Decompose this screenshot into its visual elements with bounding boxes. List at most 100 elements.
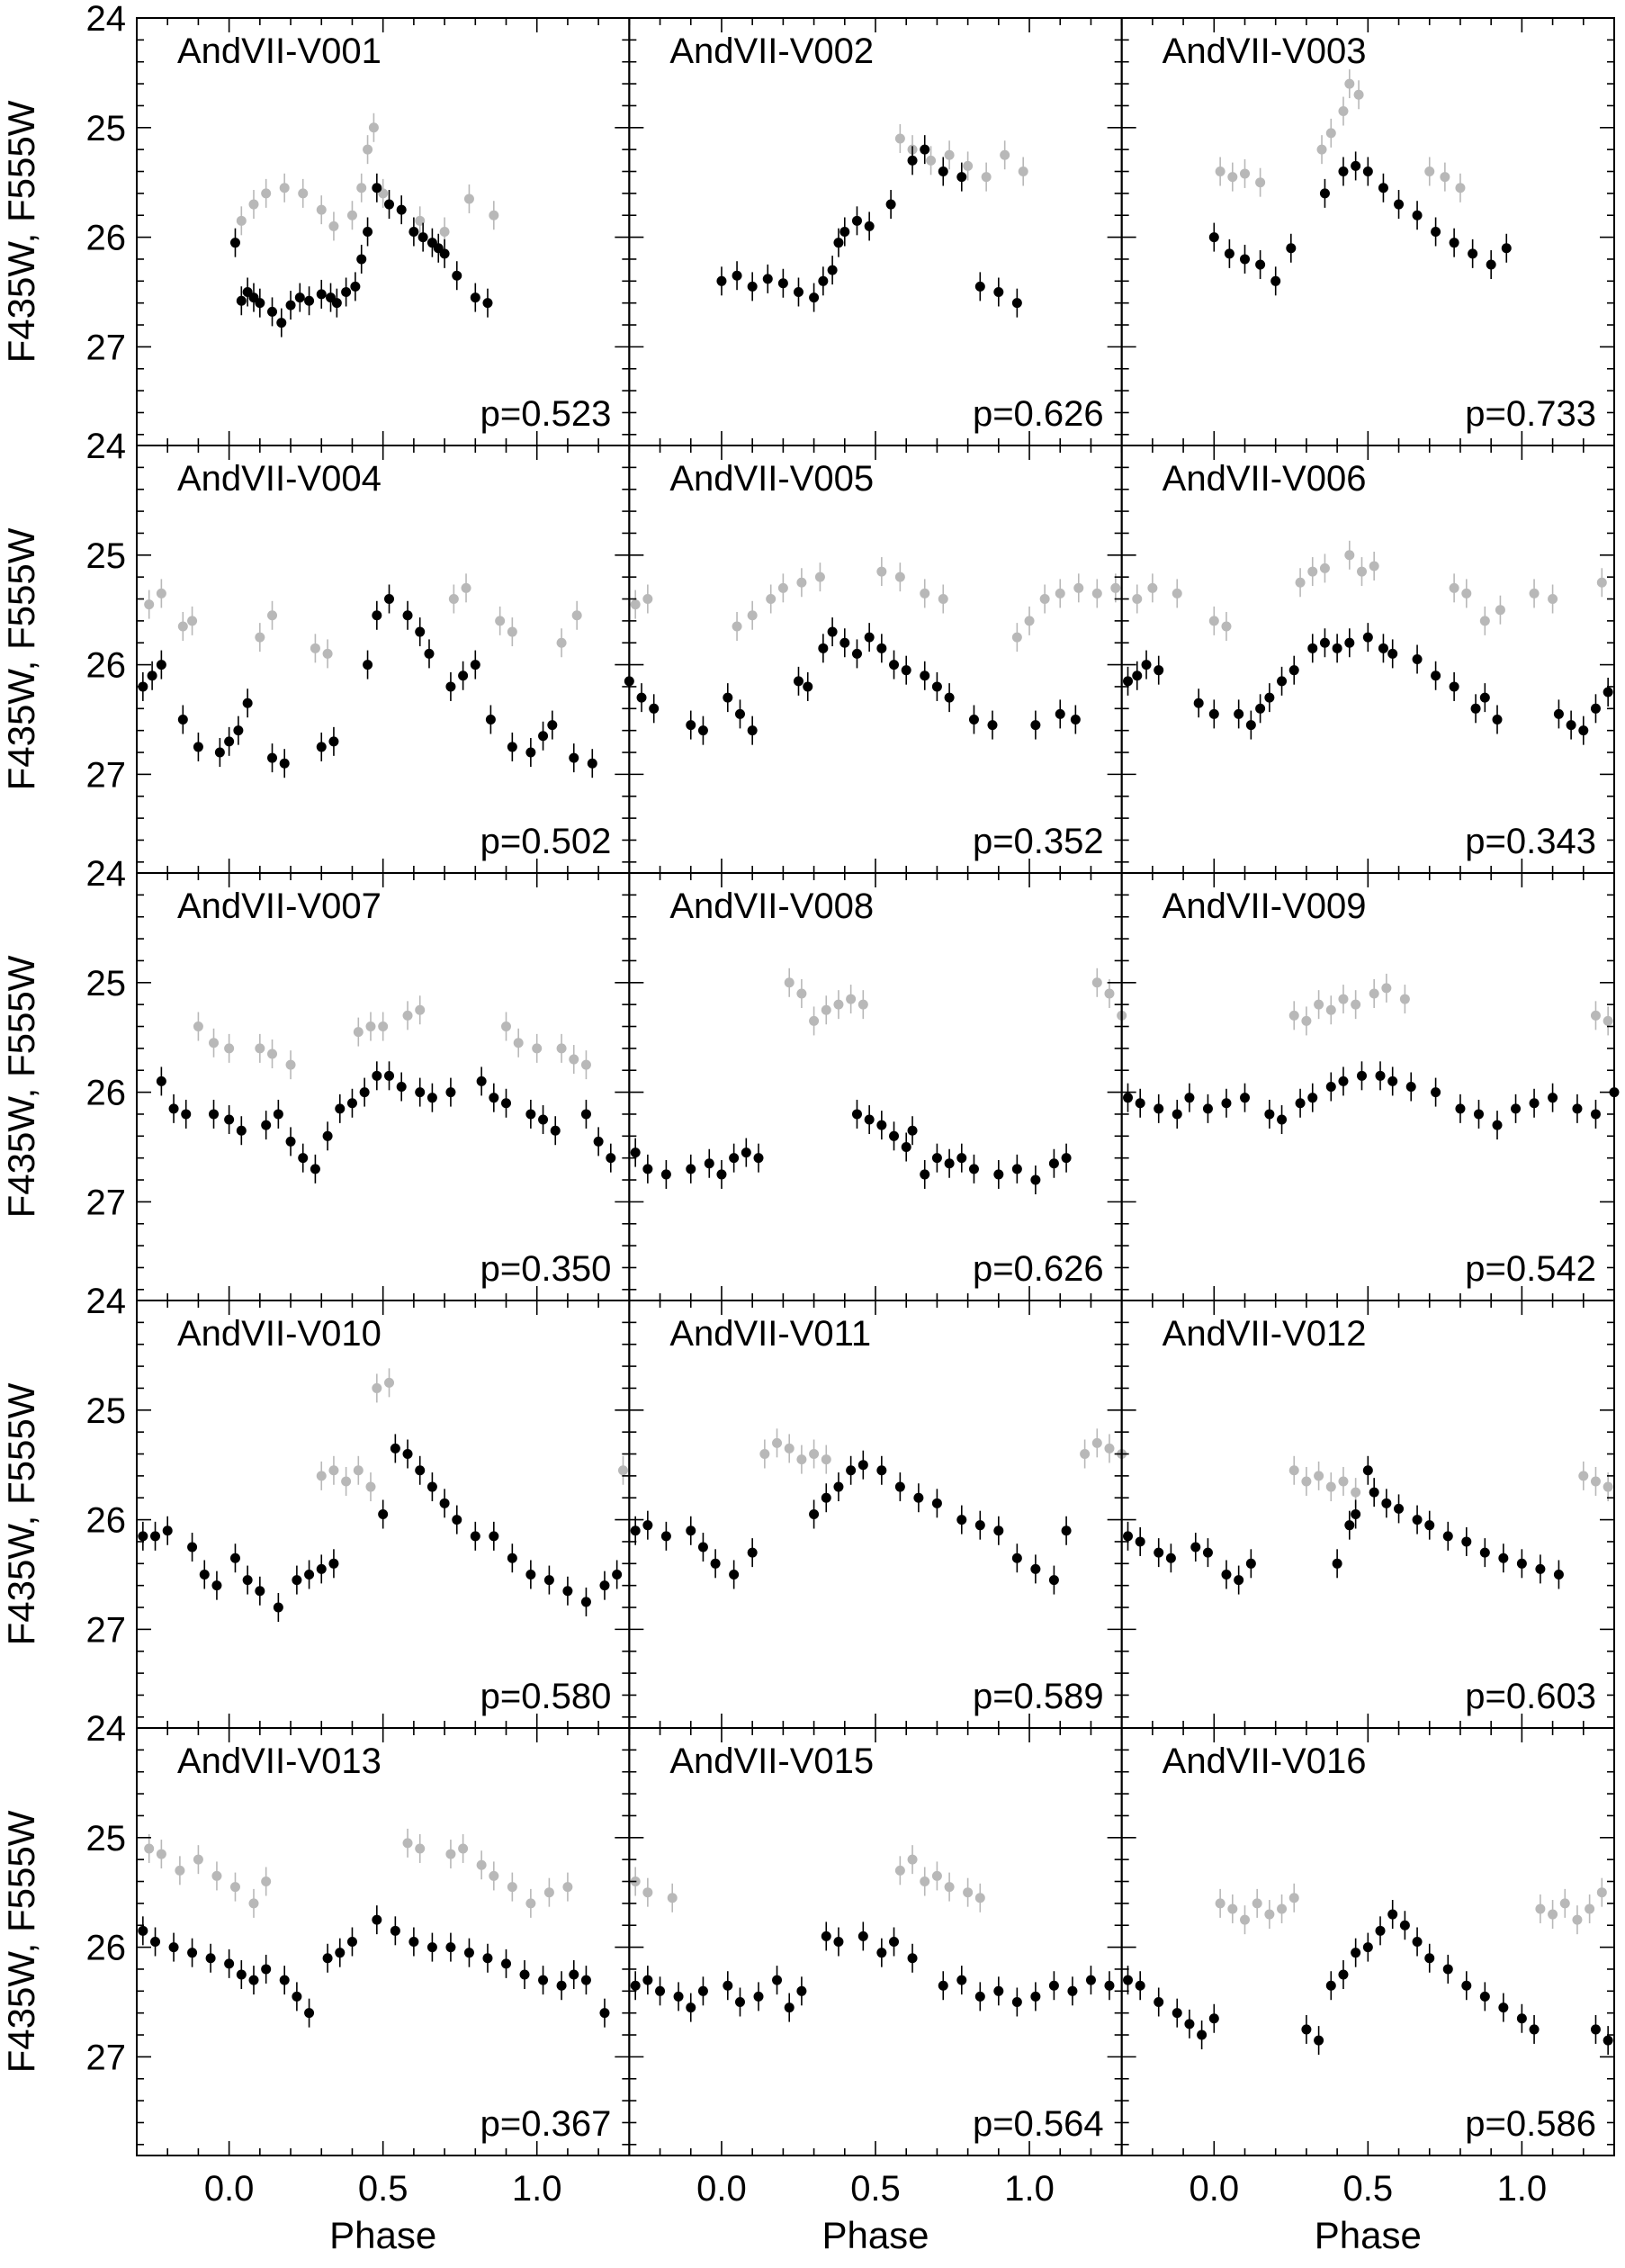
v-band-point — [1412, 654, 1423, 664]
v-band-point — [827, 265, 838, 275]
v-band-point — [956, 1515, 967, 1526]
v-band-point — [562, 1586, 573, 1597]
v-band-point — [777, 278, 788, 289]
b-band-point — [777, 582, 788, 593]
b-band-point — [1344, 550, 1355, 561]
b-band-point — [384, 1377, 395, 1388]
v-band-point — [328, 1558, 339, 1569]
b-band-point — [1080, 1449, 1091, 1460]
b-band-point — [1325, 128, 1336, 139]
v-band-point — [673, 1991, 684, 2002]
b-band-point — [1221, 621, 1232, 632]
v-band-point — [273, 1602, 283, 1613]
v-band-point — [833, 238, 844, 248]
v-band-point — [1154, 1547, 1164, 1558]
y-axis-label-group: 24 25 26 27 F435W, F555W — [0, 1282, 126, 1650]
v-band-point — [846, 1465, 857, 1476]
b-band-point — [1314, 999, 1324, 1010]
v-band-point — [476, 1076, 487, 1086]
b-band-point — [1572, 1914, 1583, 1925]
v-band-point — [209, 1109, 220, 1120]
b-band-point — [1325, 1004, 1336, 1015]
v-band-point — [710, 1558, 721, 1569]
b-band-point — [1596, 577, 1607, 588]
v-band-point — [346, 1098, 357, 1109]
b-band-point — [372, 1382, 382, 1393]
b-band-point — [402, 1010, 413, 1021]
v-band-point — [821, 1492, 831, 1503]
b-band-point — [1369, 561, 1379, 572]
b-band-point — [267, 610, 278, 621]
b-band-point — [1288, 1010, 1299, 1021]
v-band-point — [1479, 1991, 1490, 2002]
b-band-point — [1227, 1904, 1238, 1914]
v-band-point — [363, 660, 373, 670]
b-band-point — [353, 1027, 364, 1038]
v-band-point — [753, 1153, 764, 1164]
v-band-point — [501, 1958, 511, 1969]
v-band-point — [426, 1093, 437, 1103]
x-tick-label: 1.0 — [512, 2169, 562, 2209]
v-band-point — [372, 1070, 382, 1081]
b-band-point — [1356, 566, 1367, 577]
v-band-point — [205, 1953, 216, 1964]
v-band-point — [346, 1937, 357, 1947]
v-band-point — [987, 720, 998, 731]
b-band-point — [229, 1882, 240, 1893]
v-band-point — [1412, 210, 1423, 220]
v-band-point — [292, 1575, 302, 1586]
v-band-point — [1338, 1969, 1349, 1980]
v-band-point — [1011, 1996, 1022, 2007]
v-band-point — [1470, 703, 1481, 714]
v-band-point — [920, 144, 930, 155]
light-curve-panel: AndVII-V004 p=0.502 — [136, 445, 631, 874]
b-band-point — [1479, 616, 1490, 626]
b-band-point — [938, 594, 948, 605]
b-band-point — [144, 599, 155, 610]
v-band-point — [747, 725, 758, 736]
v-band-point — [538, 1114, 549, 1125]
panel-title: AndVII-V013 — [177, 1742, 382, 1781]
v-band-point — [630, 1526, 641, 1536]
b-band-point — [894, 133, 905, 144]
b-band-point — [463, 194, 474, 204]
b-band-point — [784, 977, 795, 988]
v-band-point — [993, 1526, 1004, 1536]
v-band-point — [1394, 1503, 1405, 1514]
v-band-point — [1048, 1158, 1059, 1169]
v-band-point — [747, 281, 758, 292]
v-band-point — [482, 298, 493, 309]
light-curve-panel: AndVII-V003 p=0.733 — [1120, 17, 1615, 446]
v-band-point — [660, 1169, 671, 1180]
v-band-point — [489, 1531, 499, 1542]
b-band-point — [876, 566, 887, 577]
v-band-point — [426, 1942, 437, 1953]
b-band-point — [1325, 1481, 1336, 1492]
v-band-point — [350, 281, 361, 292]
b-band-point — [513, 1038, 524, 1048]
x-axis-label-group: 0.0 0.5 1.0 Phase — [204, 2169, 562, 2256]
v-band-point — [1264, 1109, 1275, 1120]
y-tick-label: 26 — [86, 1074, 127, 1113]
v-band-point — [686, 1164, 696, 1174]
v-band-point — [1325, 1980, 1336, 1991]
v-band-point — [1048, 1980, 1059, 1991]
b-band-point — [556, 637, 567, 648]
v-band-point — [1123, 1975, 1134, 1985]
b-band-point — [1104, 1443, 1115, 1454]
v-band-point — [1338, 1076, 1349, 1086]
v-band-point — [1332, 643, 1342, 653]
b-band-point — [316, 1471, 327, 1481]
v-band-point — [310, 1164, 320, 1174]
v-band-point — [199, 1569, 210, 1580]
v-band-point — [599, 2008, 610, 2019]
v-band-point — [322, 1953, 333, 1964]
v-band-point — [396, 204, 407, 215]
y-tick-label: 25 — [86, 1391, 127, 1431]
v-band-point — [818, 643, 829, 653]
v-band-point — [384, 594, 395, 605]
v-band-point — [1461, 1980, 1472, 1991]
v-band-point — [1301, 2024, 1312, 2035]
y-axis-title: F435W, F555W — [0, 955, 42, 1218]
